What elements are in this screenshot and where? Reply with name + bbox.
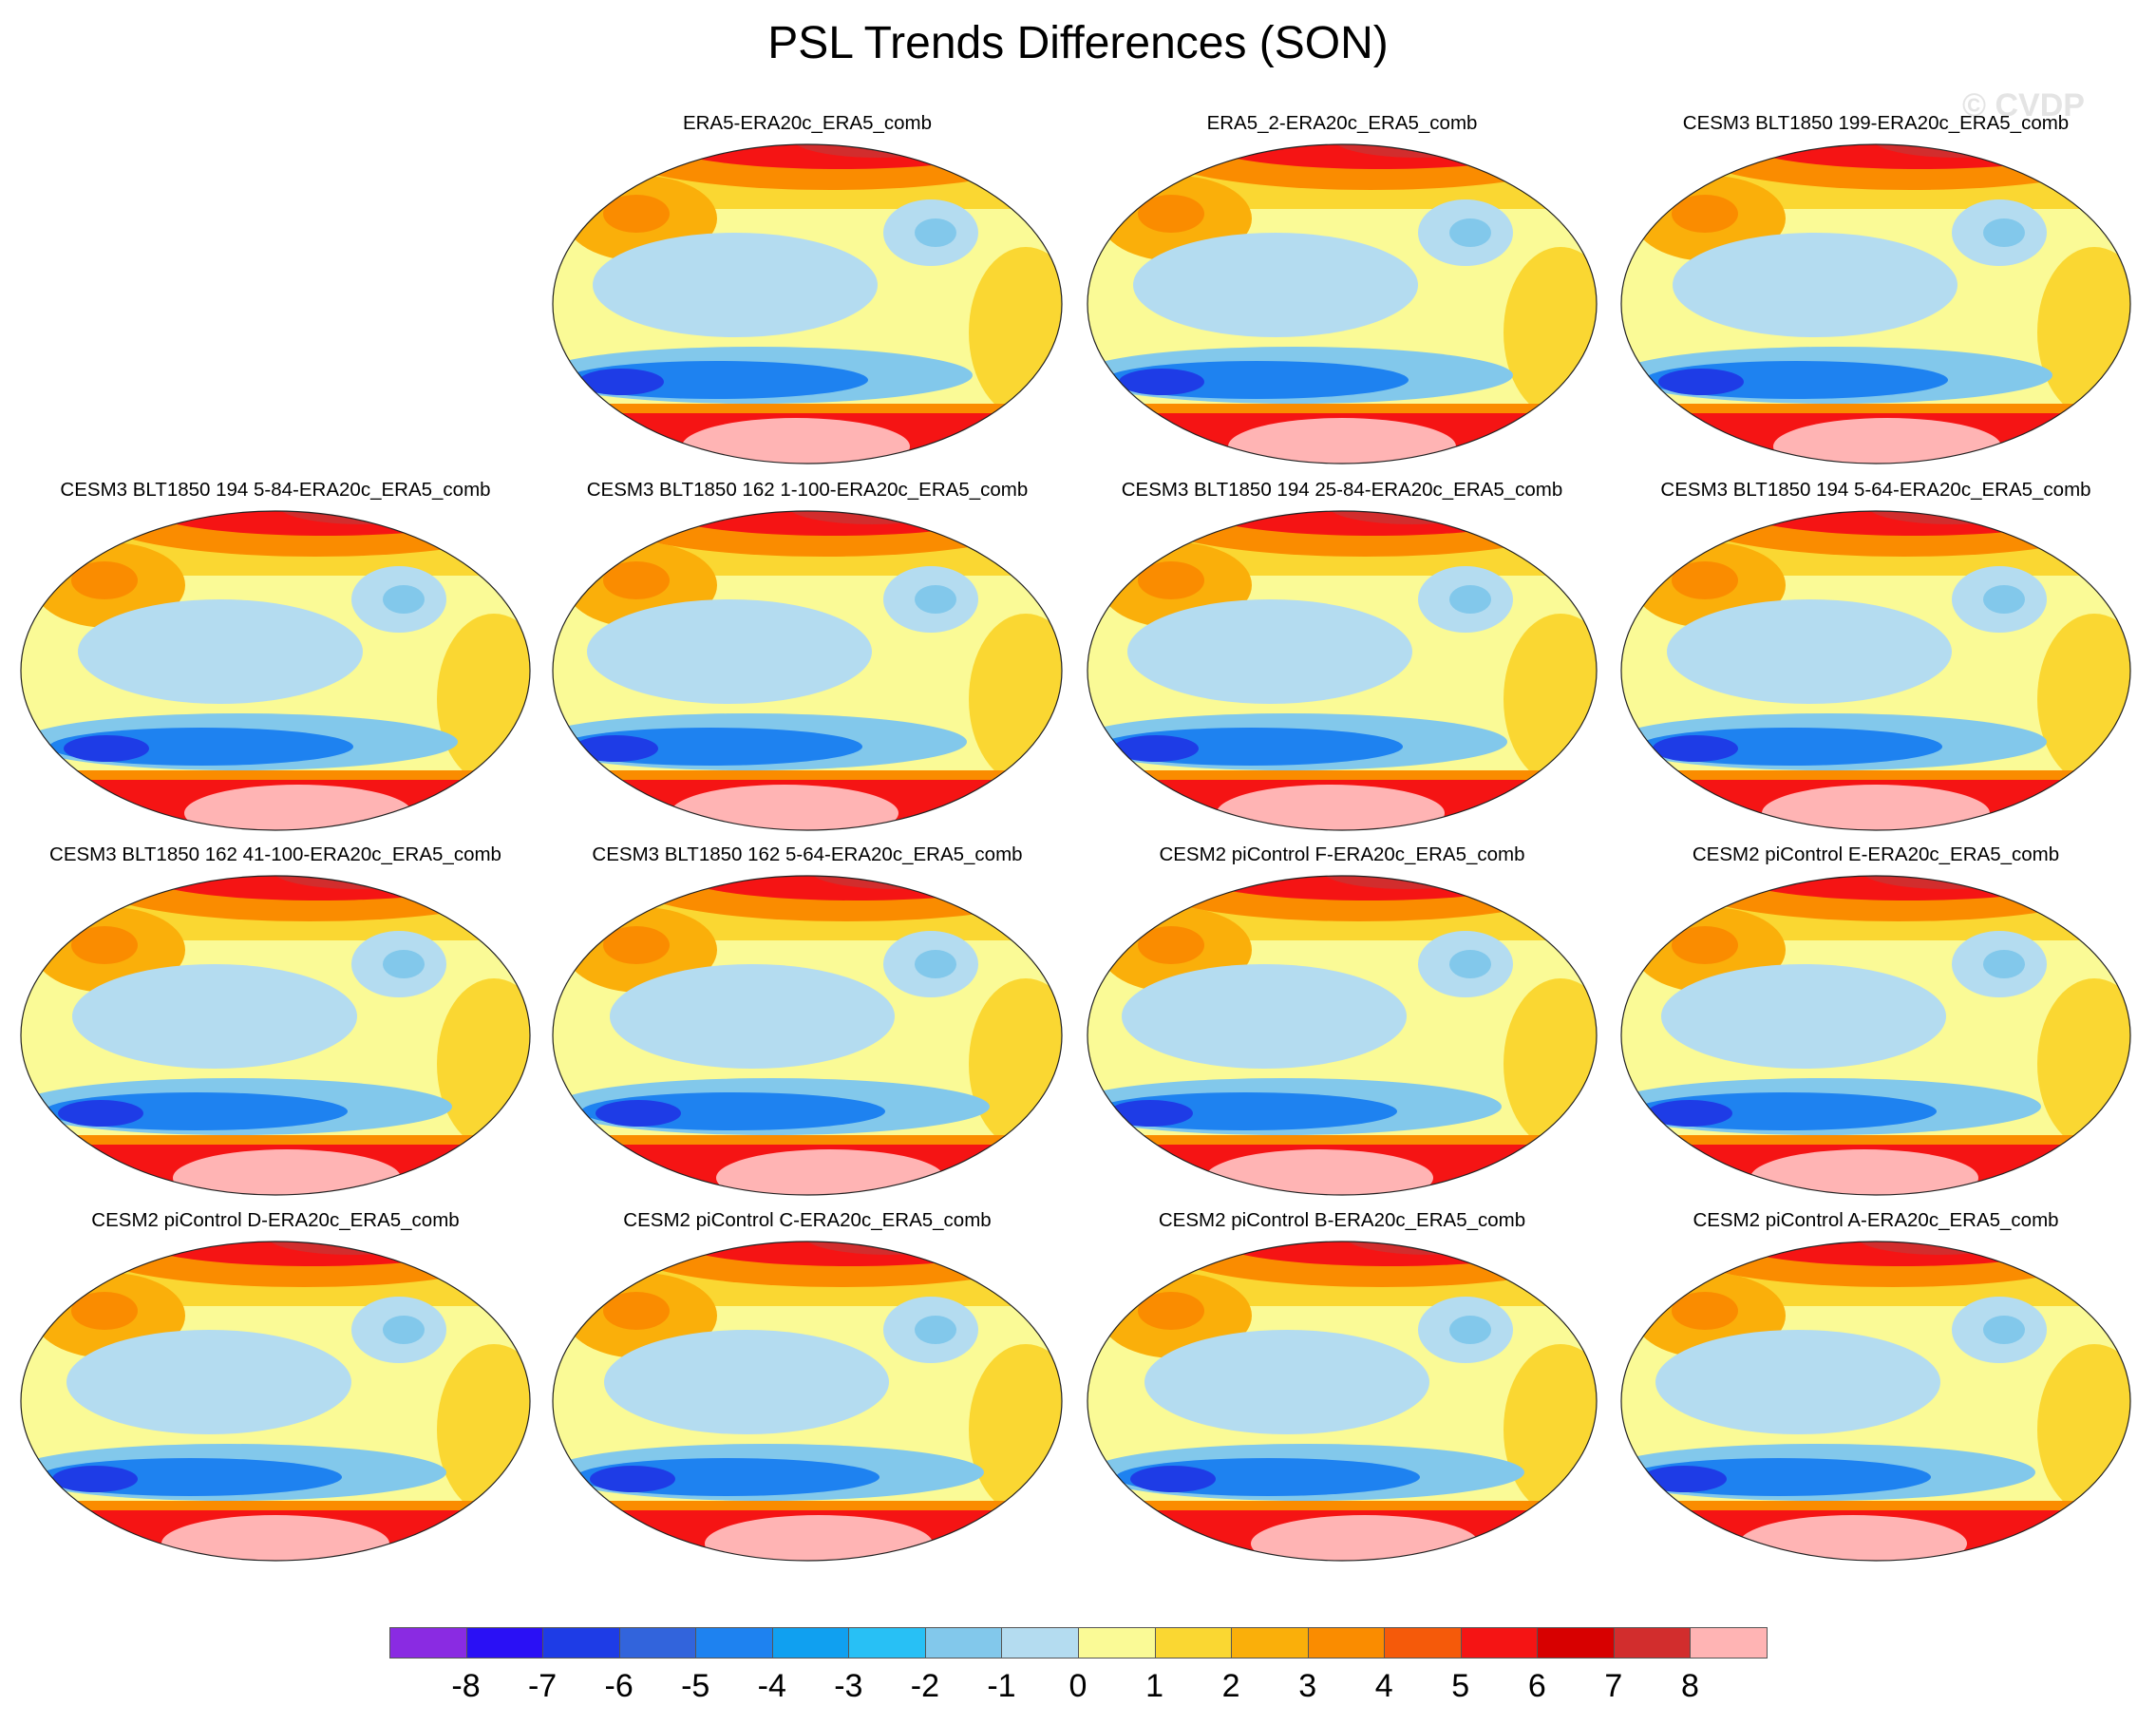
colorbar-tick-label: 1 [1145,1668,1163,1704]
map-panel: ERA5_2-ERA20c_ERA5_comb [1076,112,1608,473]
map-panel: CESM2 piControl E-ERA20c_ERA5_comb [1610,844,2142,1204]
map-panel: CESM3 BLT1850 194 5-64-ERA20c_ERA5_comb [1610,479,2142,840]
map-panel: CESM3 BLT1850 162 41-100-ERA20c_ERA5_com… [9,844,541,1204]
map-panel: CESM3 BLT1850 194 5-84-ERA20c_ERA5_comb [9,479,541,840]
colorbar-tick-label: 4 [1374,1668,1393,1704]
colorbar-tick-label: 5 [1451,1668,1470,1704]
globe-map [552,875,1063,1196]
globe-map [552,143,1063,464]
colorbar-swatch [924,1627,1003,1659]
colorbar-swatch [848,1627,926,1659]
map-panel: CESM3 BLT1850 199-ERA20c_ERA5_comb [1610,112,2142,473]
globe-map [1087,1241,1598,1562]
cvdp-watermark: © CVDP [1962,87,2085,123]
colorbar-tick-label: 7 [1604,1668,1623,1704]
globe-map [20,875,531,1196]
map-panel: ERA5-ERA20c_ERA5_comb [541,112,1073,473]
colorbar-tick-label: -2 [910,1668,939,1704]
panel-title: ERA5_2-ERA20c_ERA5_comb [1206,112,1478,134]
colorbar-swatch [695,1627,773,1659]
map-panel: CESM3 BLT1850 194 25-84-ERA20c_ERA5_comb [1076,479,1608,840]
colorbar-swatch [1231,1627,1309,1659]
globe-map [1087,143,1598,464]
globe-map [1620,143,2131,464]
globe-map [20,1241,531,1562]
colorbar-swatch [618,1627,697,1659]
colorbar-swatch [771,1627,850,1659]
panel-title: CESM2 piControl F-ERA20c_ERA5_comb [1159,844,1525,865]
colorbar: -8 -7 -6 -5 -4 -3 -2 -1 0 1 2 3 4 5 6 7 8 [389,1627,1768,1717]
map-panel: CESM2 piControl F-ERA20c_ERA5_comb [1076,844,1608,1204]
colorbar-swatch [1537,1627,1615,1659]
colorbar-tick-label: -8 [451,1668,481,1704]
globe-map [1620,510,2131,831]
globe-map [1620,875,2131,1196]
globe-map [552,510,1063,831]
map-panel: CESM2 piControl C-ERA20c_ERA5_comb [541,1209,1073,1570]
colorbar-tick-label: -6 [604,1668,634,1704]
colorbar-tick-label: -5 [681,1668,710,1704]
colorbar-swatch [1460,1627,1539,1659]
figure-title: PSL Trends Differences (SON) [767,18,1389,68]
colorbar-tick-label: -1 [987,1668,1016,1704]
colorbar-swatch [1307,1627,1386,1659]
colorbar-swatch [1613,1627,1692,1659]
panel-title: CESM3 BLT1850 194 5-84-ERA20c_ERA5_comb [60,479,491,501]
panel-title: CESM2 piControl E-ERA20c_ERA5_comb [1692,844,2060,865]
panel-title: CESM3 BLT1850 194 25-84-ERA20c_ERA5_comb [1121,479,1563,501]
colorbar-swatch [542,1627,620,1659]
panel-title: CESM3 BLT1850 162 1-100-ERA20c_ERA5_comb [586,479,1029,501]
colorbar-tick-label: -7 [527,1668,558,1704]
colorbar-tick-label: -3 [834,1668,863,1704]
globe-map [1620,1241,2131,1562]
colorbar-tick-label: 6 [1527,1668,1546,1704]
globe-map [1087,510,1598,831]
colorbar-tick-label: 2 [1221,1668,1240,1704]
globe-map [1087,875,1598,1196]
colorbar-swatch [465,1627,544,1659]
colorbar-tick-label: 0 [1069,1668,1087,1704]
panel-title: CESM2 piControl A-ERA20c_ERA5_comb [1693,1209,2059,1231]
map-panel: CESM2 piControl A-ERA20c_ERA5_comb [1610,1209,2142,1570]
globe-map [20,510,531,831]
panel-title: CESM3 BLT1850 194 5-64-ERA20c_ERA5_comb [1660,479,2091,501]
map-panel: CESM2 piControl D-ERA20c_ERA5_comb [9,1209,541,1570]
map-panel: CESM3 BLT1850 162 1-100-ERA20c_ERA5_comb [541,479,1073,840]
panel-title: ERA5-ERA20c_ERA5_comb [682,112,933,134]
globe-map [552,1241,1063,1562]
colorbar-tick-label: 3 [1298,1668,1317,1704]
panel-title: CESM2 piControl B-ERA20c_ERA5_comb [1158,1209,1526,1231]
colorbar-swatch [389,1627,467,1659]
colorbar-swatch [1384,1627,1462,1659]
colorbar-swatch [1001,1627,1079,1659]
map-panel: CESM2 piControl B-ERA20c_ERA5_comb [1076,1209,1608,1570]
panel-title: CESM3 BLT1850 199-ERA20c_ERA5_comb [1682,112,2070,134]
panel-title: CESM2 piControl D-ERA20c_ERA5_comb [91,1209,460,1231]
panel-title: CESM2 piControl C-ERA20c_ERA5_comb [623,1209,992,1231]
colorbar-swatch [1078,1627,1156,1659]
colorbar-tick-label: -4 [757,1668,786,1704]
map-panel: CESM3 BLT1850 162 5-64-ERA20c_ERA5_comb [541,844,1073,1204]
panel-title: CESM3 BLT1850 162 5-64-ERA20c_ERA5_comb [592,844,1023,865]
panel-title: CESM3 BLT1850 162 41-100-ERA20c_ERA5_com… [49,844,501,865]
colorbar-swatch [1690,1627,1768,1659]
colorbar-tick-label: 8 [1680,1668,1699,1704]
colorbar-swatch [1154,1627,1233,1659]
